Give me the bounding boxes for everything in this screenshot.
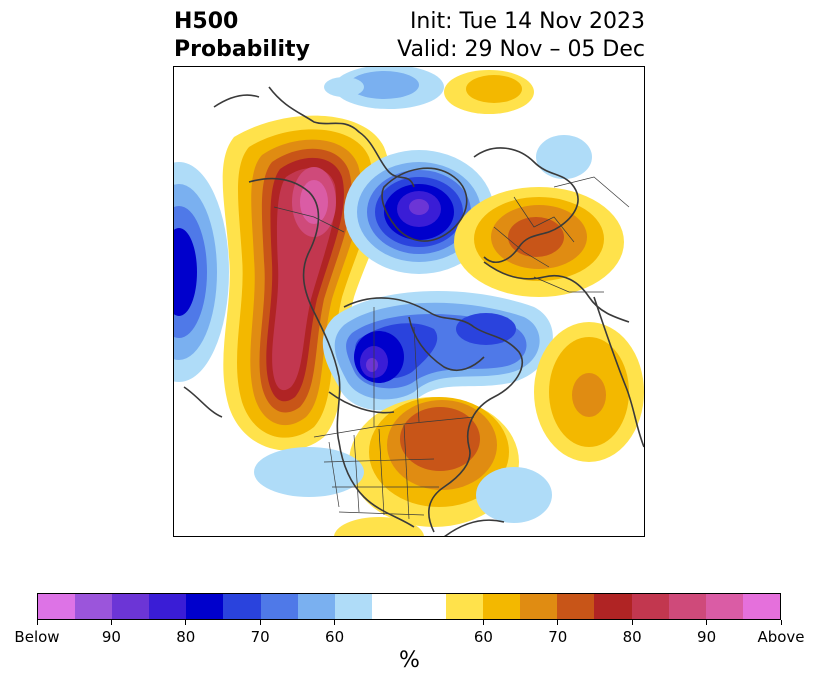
valid-dates: Valid: 29 Nov – 05 Dec bbox=[397, 37, 645, 62]
colorbar-tick-mark bbox=[334, 620, 336, 625]
colorbar-tick-mark bbox=[36, 620, 38, 625]
colorbar-tick-label: 60 bbox=[325, 628, 345, 646]
anomaly-low-southwest bbox=[254, 77, 552, 523]
colorbar-segment bbox=[742, 594, 780, 619]
colorbar-segment bbox=[520, 594, 558, 619]
map-panel bbox=[173, 66, 645, 537]
colorbar-segment bbox=[446, 594, 484, 619]
init-date: Init: Tue 14 Nov 2023 bbox=[409, 9, 645, 34]
coastlines bbox=[183, 86, 644, 536]
colorbar-segment bbox=[38, 594, 76, 619]
colorbar-segment bbox=[483, 594, 521, 619]
anomaly-high-atlantic bbox=[534, 322, 644, 462]
colorbar-segment bbox=[223, 594, 261, 619]
colorbar-segment bbox=[334, 594, 372, 619]
anomaly-low-pacific bbox=[174, 162, 229, 382]
probability-map bbox=[174, 67, 644, 536]
colorbar-tick-mark bbox=[780, 620, 782, 625]
colorbar bbox=[37, 593, 781, 620]
colorbar-segment bbox=[75, 594, 113, 619]
anomaly-low-arctic bbox=[344, 150, 494, 274]
colorbar-ticks: Below 90 80 70 60 60 70 80 90 Above bbox=[14, 620, 805, 646]
colorbar-tick-mark bbox=[631, 620, 633, 625]
colorbar-tick-mark bbox=[706, 620, 708, 625]
colorbar-tick-mark bbox=[185, 620, 187, 625]
borders bbox=[273, 176, 630, 520]
colorbar-unit: % bbox=[399, 648, 420, 673]
colorbar-tick-label: 70 bbox=[548, 628, 568, 646]
colorbar-segment bbox=[408, 594, 447, 619]
colorbar-segment bbox=[705, 594, 743, 619]
colorbar-tick-mark bbox=[482, 620, 484, 625]
title-line-2: Probability bbox=[174, 37, 310, 62]
colorbar-tick-label: 70 bbox=[250, 628, 270, 646]
colorbar-segment bbox=[594, 594, 632, 619]
colorbar-tick-label: Below bbox=[14, 628, 60, 646]
colorbar-segment bbox=[631, 594, 669, 619]
anomaly-low-canada bbox=[322, 290, 553, 411]
colorbar-segment bbox=[112, 594, 150, 619]
colorbar-segment bbox=[668, 594, 706, 619]
colorbar-segment bbox=[149, 594, 187, 619]
colorbar-segment bbox=[260, 594, 298, 619]
date-info: Init: Tue 14 Nov 2023 Valid: 29 Nov – 05… bbox=[397, 8, 645, 64]
colorbar-tick-label: 60 bbox=[473, 628, 493, 646]
colorbar-tick-label: 80 bbox=[622, 628, 642, 646]
colorbar-tick-mark bbox=[557, 620, 559, 625]
colorbar-tick-label: 90 bbox=[697, 628, 717, 646]
colorbar-segment bbox=[371, 594, 409, 619]
chart-title: H500 Probability bbox=[174, 8, 310, 64]
colorbar-segment bbox=[557, 594, 595, 619]
colorbar-tick-mark bbox=[110, 620, 112, 625]
colorbar-tick-label: 90 bbox=[101, 628, 121, 646]
colorbar-tick-label: 80 bbox=[176, 628, 196, 646]
colorbar-tick-mark bbox=[259, 620, 261, 625]
title-line-1: H500 bbox=[174, 9, 239, 34]
anomaly-low-polar bbox=[334, 67, 592, 179]
colorbar-segment bbox=[186, 594, 224, 619]
colorbar-tick-label: Above bbox=[757, 628, 805, 646]
colorbar-segment bbox=[297, 594, 335, 619]
